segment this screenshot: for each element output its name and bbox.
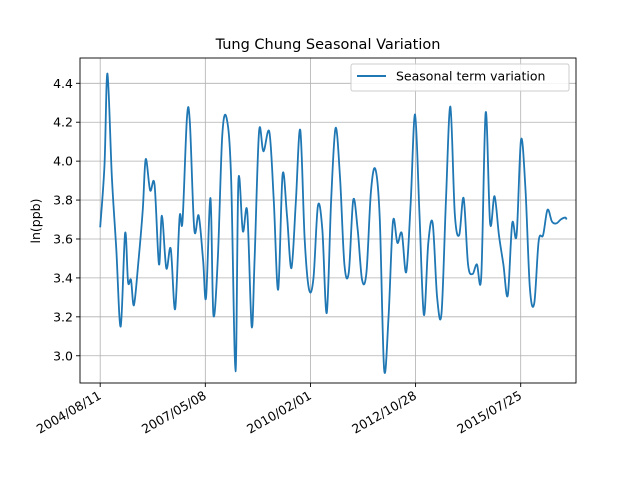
chart-title: Tung Chung Seasonal Variation xyxy=(215,37,441,53)
y-tick-label: 4.2 xyxy=(53,115,73,130)
plot-frame xyxy=(79,57,577,384)
series-line xyxy=(99,72,568,374)
legend-box xyxy=(350,63,570,92)
plot-area-background xyxy=(80,58,576,383)
legend-label: Seasonal term variation xyxy=(396,69,545,84)
y-tick-label: 3.2 xyxy=(53,309,73,324)
series-layer xyxy=(99,72,568,374)
y-axis: 3.0 3.2 3.4 3.6 3.8 4.0 4.2 4.4 xyxy=(53,76,80,363)
y-axis-label: ln(ppb) xyxy=(28,199,43,244)
y-tick-label: 3.0 xyxy=(53,348,73,363)
y-tick-label: 3.8 xyxy=(53,193,73,208)
y-tick-label: 4.0 xyxy=(53,154,73,169)
legend: Seasonal term variation xyxy=(350,63,570,92)
y-tick-label: 3.4 xyxy=(53,270,73,285)
y-tick-label: 3.6 xyxy=(53,231,73,246)
y-tick-label: 4.4 xyxy=(53,76,73,91)
